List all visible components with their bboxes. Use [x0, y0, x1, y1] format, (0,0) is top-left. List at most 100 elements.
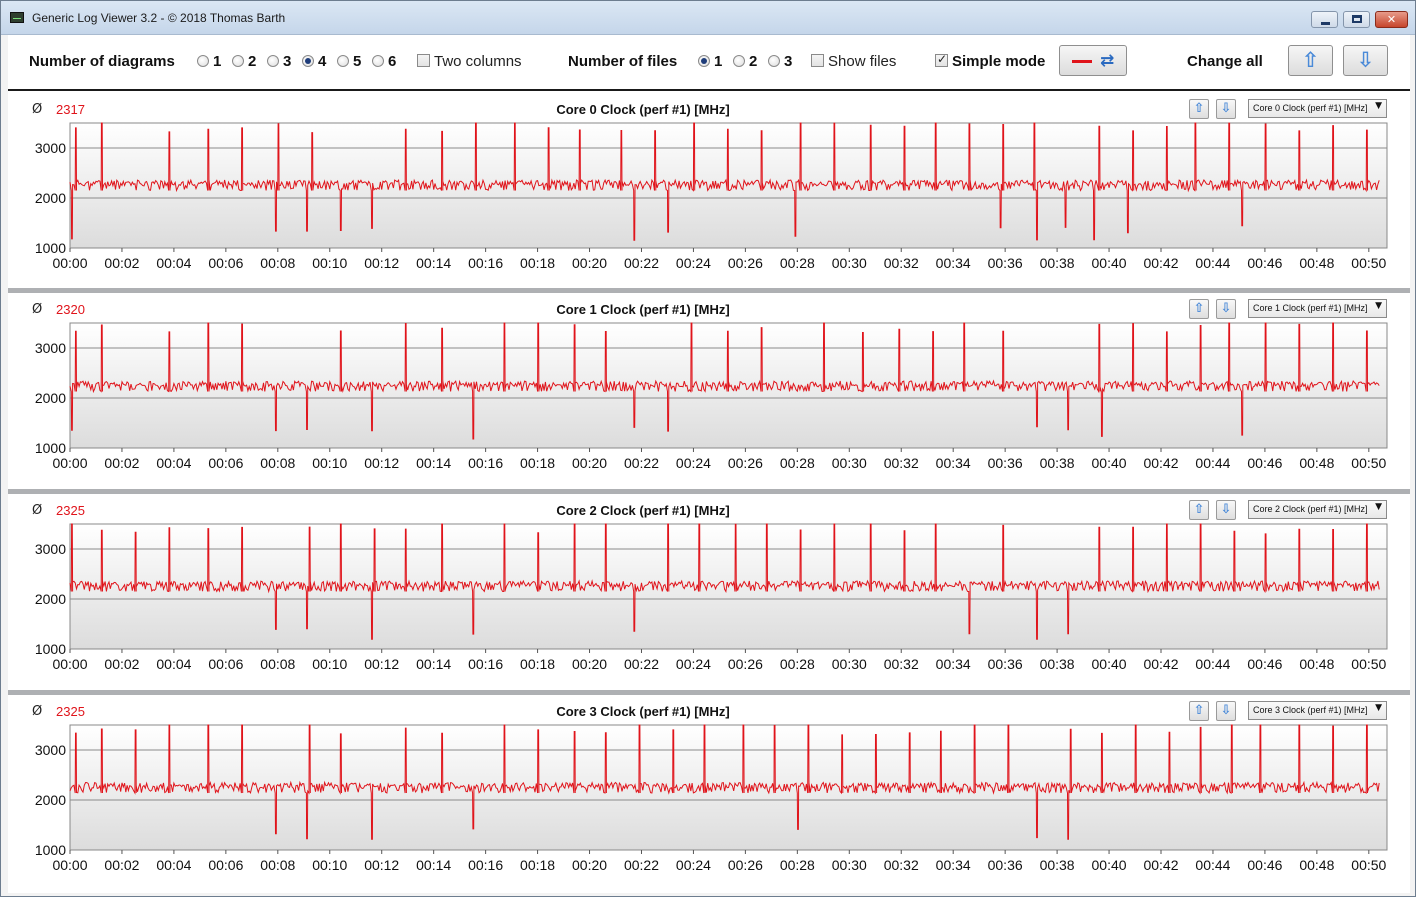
x-tick-label: 00:30 [832, 656, 867, 672]
chevron-down-icon: ▼ [1375, 502, 1382, 512]
chart-title: Core 0 Clock (perf #1) [MHz] [556, 102, 730, 117]
x-tick-label: 00:24 [676, 656, 711, 672]
series-line [69, 322, 1380, 440]
y-tick-label: 3000 [35, 340, 66, 356]
line-chart[interactable]: 1000 2000 3000 00:00 00:02 00:04 00:06 00:08 00:… [8, 695, 1410, 891]
maximize-icon [1352, 15, 1362, 23]
show-files-checkbox[interactable] [811, 54, 824, 67]
move-down-button[interactable]: ⇩ [1216, 99, 1236, 119]
series-select[interactable]: Core 1 Clock (perf #1) [MHz] ▼ [1248, 299, 1387, 318]
x-tick-label: 00:28 [780, 656, 815, 672]
simple-mode-checkbox[interactable] [935, 52, 948, 67]
x-tick-label: 00:16 [468, 857, 503, 873]
x-tick-label: 00:20 [572, 255, 607, 271]
files-radio-label-3[interactable]: 3 [784, 53, 793, 70]
move-down-button[interactable]: ⇩ [1216, 500, 1236, 520]
x-tick-label: 00:00 [52, 857, 87, 873]
x-tick-label: 00:40 [1092, 857, 1127, 873]
move-down-button[interactable]: ⇩ [1216, 299, 1236, 319]
x-tick-label: 00:40 [1092, 455, 1127, 471]
x-tick-label: 00:04 [156, 255, 191, 271]
x-tick-label: 00:24 [676, 455, 711, 471]
x-tick-label: 00:38 [1040, 455, 1075, 471]
x-tick-label: 00:18 [520, 455, 555, 471]
diagrams-radio-6[interactable] [372, 55, 384, 67]
x-tick-label: 00:42 [1143, 455, 1178, 471]
x-tick-label: 00:02 [104, 255, 139, 271]
line-chart[interactable]: 1000 2000 3000 00:00 00:02 00:04 00:06 00:08 00:… [8, 494, 1410, 690]
x-tick-label: 00:02 [104, 455, 139, 471]
diagrams-radio-5[interactable] [337, 55, 349, 67]
line-chart[interactable]: 1000 2000 3000 00:00 00:02 00:04 00:06 00:08 00:… [8, 93, 1410, 289]
diagrams-radio-label-1[interactable]: 1 [213, 53, 222, 70]
move-up-button[interactable]: ⇧ [1189, 299, 1209, 319]
chart-title: Core 2 Clock (perf #1) [MHz] [556, 503, 730, 518]
window-title: Generic Log Viewer 3.2 - © 2018 Thomas B… [32, 11, 286, 25]
chevron-down-icon: ▼ [1375, 101, 1382, 111]
files-radio-label-2[interactable]: 2 [749, 53, 758, 70]
change-all-down-button[interactable]: ⇩ [1343, 45, 1388, 76]
x-tick-label: 00:46 [1247, 857, 1282, 873]
files-radio-2[interactable] [733, 55, 745, 67]
x-tick-label: 00:18 [520, 255, 555, 271]
line-chart[interactable]: 1000 2000 3000 00:00 00:02 00:04 00:06 00:08 00:… [8, 293, 1410, 489]
x-tick-label: 00:30 [832, 857, 867, 873]
x-tick-label: 00:08 [260, 255, 295, 271]
x-tick-label: 00:16 [468, 656, 503, 672]
x-tick-label: 00:34 [936, 455, 971, 471]
move-up-button[interactable]: ⇧ [1189, 500, 1209, 520]
panel-separator[interactable] [8, 690, 1410, 695]
x-tick-label: 00:32 [884, 455, 919, 471]
files-radio-label-1[interactable]: 1 [714, 53, 723, 70]
title-bar[interactable]: Generic Log Viewer 3.2 - © 2018 Thomas B… [1, 1, 1415, 35]
diagrams-radio-label-5[interactable]: 5 [353, 53, 362, 70]
diagrams-radio-1[interactable] [197, 55, 209, 67]
x-tick-label: 00:24 [676, 857, 711, 873]
close-button[interactable]: ✕ [1375, 11, 1408, 28]
x-tick-label: 00:18 [520, 857, 555, 873]
x-tick-label: 00:20 [572, 857, 607, 873]
files-radio-1[interactable] [698, 55, 710, 67]
series-select-value: Core 1 Clock (perf #1) [MHz] [1253, 303, 1368, 313]
series-select[interactable]: Core 2 Clock (perf #1) [MHz] ▼ [1248, 500, 1387, 519]
series-select[interactable]: Core 3 Clock (perf #1) [MHz] ▼ [1248, 701, 1387, 720]
average-symbol: Ø [32, 302, 43, 317]
move-up-button[interactable]: ⇧ [1189, 99, 1209, 119]
line-style-button[interactable]: ⇄ [1059, 45, 1127, 76]
series-select[interactable]: Core 0 Clock (perf #1) [MHz] ▼ [1248, 99, 1387, 118]
move-down-button[interactable]: ⇩ [1216, 701, 1236, 721]
panel-separator[interactable] [8, 489, 1410, 494]
x-tick-label: 00:32 [884, 857, 919, 873]
x-tick-label: 00:26 [728, 656, 763, 672]
x-tick-label: 00:06 [208, 255, 243, 271]
x-tick-label: 00:14 [416, 857, 451, 873]
diagrams-radio-label-2[interactable]: 2 [248, 53, 257, 70]
series-select-value: Core 0 Clock (perf #1) [MHz] [1253, 103, 1368, 113]
x-tick-label: 00:04 [156, 455, 191, 471]
two-columns-label[interactable]: Two columns [434, 53, 522, 70]
x-tick-label: 00:36 [988, 255, 1023, 271]
diagrams-radio-label-6[interactable]: 6 [388, 53, 397, 70]
change-all-up-button[interactable]: ⇧ [1288, 45, 1333, 76]
chart-panel-0: Ø 2317 Core 0 Clock (perf #1) [MHz] ⇧ ⇩ … [8, 93, 1410, 289]
two-columns-checkbox[interactable] [417, 54, 430, 67]
diagrams-radio-label-3[interactable]: 3 [283, 53, 292, 70]
change-all-label: Change all [1187, 53, 1263, 70]
simple-mode-label[interactable]: Simple mode [952, 53, 1046, 70]
files-radio-3[interactable] [768, 55, 780, 67]
x-tick-label: 00:02 [104, 857, 139, 873]
x-tick-label: 00:02 [104, 656, 139, 672]
diagrams-radio-4[interactable] [302, 55, 314, 67]
diagrams-radio-label-4[interactable]: 4 [318, 53, 327, 70]
minimize-button[interactable] [1311, 11, 1338, 28]
y-tick-label: 1000 [35, 641, 66, 657]
y-tick-label: 2000 [35, 190, 66, 206]
show-files-label[interactable]: Show files [828, 53, 897, 70]
diagrams-radio-2[interactable] [232, 55, 244, 67]
maximize-button[interactable] [1343, 11, 1370, 28]
diagrams-radio-3[interactable] [267, 55, 279, 67]
series-select-value: Core 2 Clock (perf #1) [MHz] [1253, 504, 1368, 514]
panel-separator[interactable] [8, 288, 1410, 293]
y-tick-label: 3000 [35, 742, 66, 758]
move-up-button[interactable]: ⇧ [1189, 701, 1209, 721]
